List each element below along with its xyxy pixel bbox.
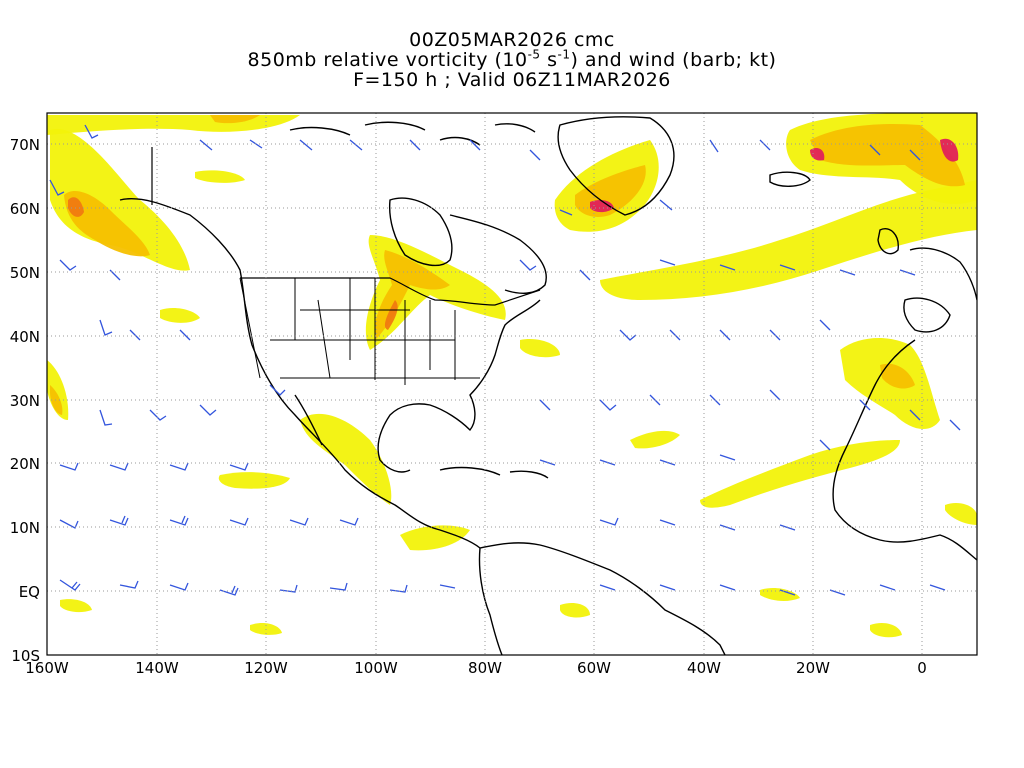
lat-label-eq: EQ <box>19 583 40 601</box>
coast-cuba <box>439 466 501 476</box>
vort-area-caribbean <box>400 525 470 551</box>
coast-europe <box>909 247 977 301</box>
coast-hudson-bay <box>388 197 453 267</box>
map-title: 00Z05MAR2026 cmc 850mb relative vorticit… <box>0 30 1024 90</box>
vort-blob-10 <box>250 622 282 635</box>
vort-area-greatlakes-peak <box>384 300 398 330</box>
lon-label-0: 0 <box>917 659 927 677</box>
title-field: 850mb relative vorticity (10-5 s-1) and … <box>0 47 1024 71</box>
vort-blob-1 <box>160 307 200 323</box>
vort-area-arctic-band <box>47 115 300 135</box>
vort-blob-5 <box>870 623 902 638</box>
vort-blob-9 <box>60 599 92 613</box>
vort-area-alaska-core <box>64 190 150 257</box>
coast-africa <box>832 339 977 561</box>
vorticity-shading <box>47 113 977 638</box>
vort-area-alaska-peak <box>68 197 84 217</box>
vort-area-natlantic <box>600 180 977 300</box>
lon-labels: 160W 140W 120W 100W 80W 60W 40W 20W 0 <box>25 659 927 677</box>
coast-iberia <box>903 297 951 333</box>
plot-frame <box>46 112 978 656</box>
vort-area-epac-1-core <box>50 385 63 415</box>
coast-na-east <box>377 299 541 473</box>
vort-area-labrador-peak <box>590 200 614 213</box>
coast-na-west <box>119 198 481 549</box>
lon-label-160w: 160W <box>25 659 69 677</box>
vort-blob-3 <box>630 430 680 449</box>
vort-area-iceland-peak <box>810 148 825 161</box>
vort-area-mexico <box>300 413 392 505</box>
coastlines <box>119 116 977 655</box>
vort-area-nw-africa-core <box>880 363 915 389</box>
coast-uk <box>877 228 899 255</box>
title-run: 00Z05MAR2026 cmc <box>409 29 615 51</box>
vort-area-iceland-core <box>810 123 965 187</box>
lat-label-70n: 70N <box>10 136 40 154</box>
lon-label-120w: 120W <box>244 659 288 677</box>
title-field-mid: s <box>540 49 558 71</box>
title-field-exp1: -5 <box>527 47 541 62</box>
coast-south-america <box>479 542 726 655</box>
title-field-prefix: 850mb relative vorticity (10 <box>247 49 528 71</box>
vort-area-epac-1 <box>47 360 69 420</box>
lon-label-60w: 60W <box>577 659 611 677</box>
lon-label-140w: 140W <box>135 659 179 677</box>
lat-label-30n: 30N <box>10 392 40 410</box>
coast-sa-west <box>478 547 503 655</box>
lat-label-40n: 40N <box>10 328 40 346</box>
vort-blob-8 <box>195 170 245 183</box>
coast-arctic-islands <box>289 121 536 146</box>
coast-baja <box>294 394 323 446</box>
lon-label-100w: 100W <box>354 659 398 677</box>
title-field-exp2: -1 <box>557 47 571 62</box>
border-us-canada <box>240 277 541 306</box>
graticule <box>47 113 977 655</box>
us-state-borders <box>239 277 480 385</box>
vort-blob-7 <box>945 503 977 525</box>
vort-blob-4 <box>760 587 800 602</box>
title-field-suffix: ) and wind (barb; kt) <box>570 49 777 71</box>
coast-labrador <box>449 214 547 294</box>
lat-label-50n: 50N <box>10 264 40 282</box>
lat-labels: 10S EQ 10N 20N 30N 40N 50N 60N 70N <box>10 136 40 665</box>
vort-area-epac-2 <box>218 472 290 489</box>
coast-iceland <box>769 171 811 187</box>
coast-greenland <box>557 116 675 216</box>
vort-blob-6 <box>560 603 590 618</box>
lat-label-20n: 20N <box>10 455 40 473</box>
vort-area-arctic-core <box>210 115 260 124</box>
lat-label-10s: 10S <box>11 647 40 665</box>
vort-area-scandinavia-peak <box>940 138 959 162</box>
vort-blob-2 <box>520 339 560 358</box>
title-valid: F=150 h ; Valid 06Z11MAR2026 <box>353 69 671 91</box>
vort-area-tropical-band <box>700 440 900 508</box>
wind-barbs <box>49 124 961 596</box>
lat-label-10n: 10N <box>10 519 40 537</box>
lon-label-40w: 40W <box>687 659 721 677</box>
lat-label-60n: 60N <box>10 200 40 218</box>
coast-hispaniola <box>509 470 549 479</box>
lon-label-80w: 80W <box>468 659 502 677</box>
lon-label-20w: 20W <box>796 659 830 677</box>
